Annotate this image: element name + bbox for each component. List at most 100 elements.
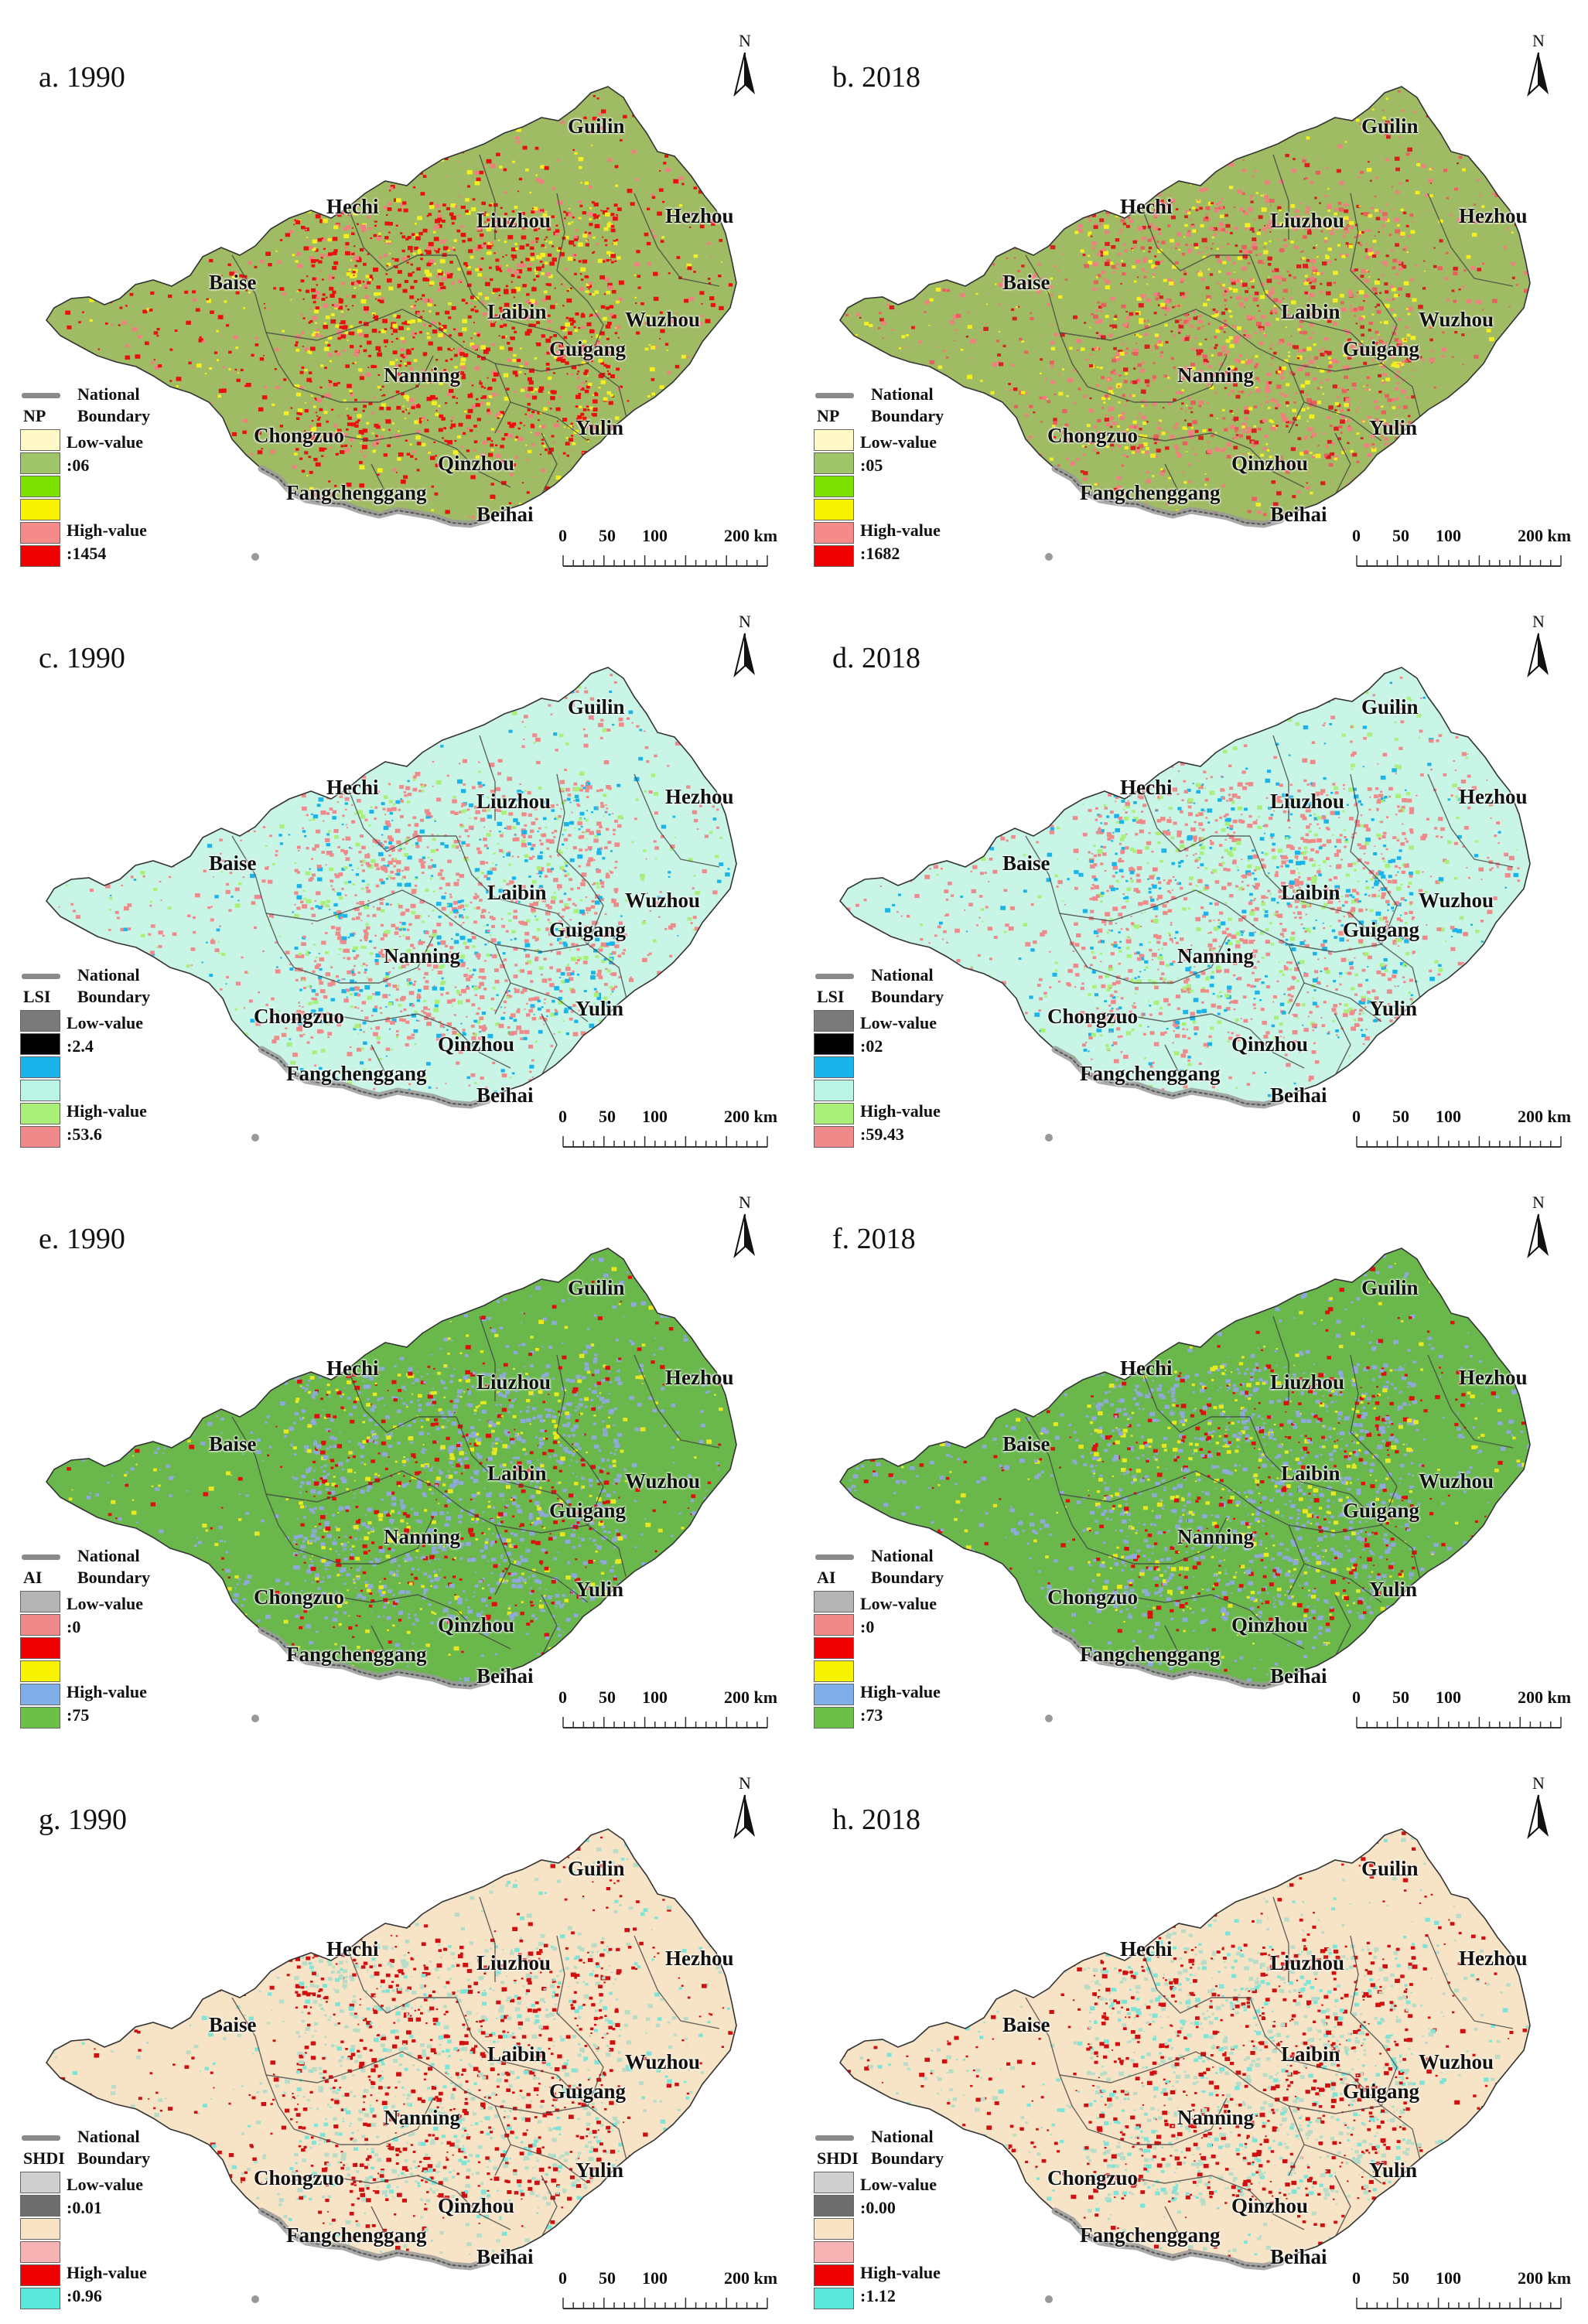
legend-swatch — [814, 2218, 854, 2240]
city-label-liuzhou: Liuzhou — [1270, 1951, 1344, 1975]
boundary-line-symbol — [815, 2135, 854, 2141]
city-label-beihai: Beihai — [1270, 1664, 1327, 1688]
city-label-hechi: Hechi — [1120, 1937, 1173, 1961]
island — [1045, 1715, 1053, 1722]
city-label-fangchenggang: Fangchenggang — [286, 481, 427, 505]
city-label-hezhou: Hezhou — [1459, 785, 1528, 809]
city-label-hechi: Hechi — [326, 1937, 379, 1961]
city-label-hezhou: Hezhou — [1459, 1366, 1528, 1390]
scale-label: 50 — [599, 1107, 616, 1127]
city-label-nanning: Nanning — [384, 2106, 460, 2130]
map-panel: g. 1990 Guilin Hechi Liuzhou Hezhou Baise Laib… — [0, 1742, 794, 2323]
province-map — [46, 667, 737, 1142]
map-panel: f. 2018 Guilin Hechi Liuzhou Hezhou Baise Laib… — [794, 1162, 1587, 1742]
index-name: AI — [817, 1568, 835, 1588]
scale-label: 200 km — [1518, 526, 1571, 546]
low-value: :0 — [860, 1617, 874, 1637]
city-label-guigang: Guigang — [1343, 1499, 1419, 1523]
island — [251, 1715, 259, 1722]
city-label-baise: Baise — [209, 2013, 257, 2037]
low-value-label: Low-value — [860, 1594, 937, 1614]
city-label-wuzhou: Wuzhou — [625, 889, 700, 913]
city-label-fangchenggang: Fangchenggang — [1080, 1643, 1221, 1667]
legend-swatch — [20, 545, 60, 567]
city-label-hechi: Hechi — [326, 1357, 379, 1380]
legend-swatch — [814, 2241, 854, 2263]
city-label-guilin: Guilin — [568, 1276, 625, 1300]
boundary-label: National — [77, 1546, 140, 1566]
city-label-qinzhou: Qinzhou — [1231, 2194, 1308, 2218]
city-label-nanning: Nanning — [1177, 944, 1254, 968]
legend-swatch — [20, 1126, 60, 1148]
city-label-yulin: Yulin — [575, 1578, 623, 1602]
prefecture-borders — [1025, 154, 1514, 496]
scale-label: 100 — [642, 1107, 668, 1127]
city-label-chongzuo: Chongzuo — [254, 1585, 344, 1609]
prefecture-borders — [231, 735, 720, 1077]
scale-label: 0 — [1352, 1688, 1361, 1708]
map-panel: c. 1990 Guilin Hechi Liuzhou Hezhou Baise Laib… — [0, 581, 794, 1162]
map-legend: National Boundary SHDI Low-value:0.01 High-v… — [19, 2125, 212, 2315]
city-label-guigang: Guigang — [549, 2080, 626, 2104]
scale-label: 0 — [558, 2268, 567, 2288]
legend-swatch — [20, 429, 60, 451]
city-label-hezhou: Hezhou — [1459, 204, 1528, 228]
city-label-baise: Baise — [1002, 2013, 1050, 2037]
high-value: :73 — [860, 1705, 883, 1725]
island — [251, 1134, 259, 1142]
boundary-line-symbol — [22, 974, 60, 979]
boundary-label-2: Boundary — [871, 2148, 944, 2169]
prefecture-borders — [231, 1316, 720, 1657]
low-value-label: Low-value — [860, 1013, 937, 1033]
index-name: LSI — [23, 987, 50, 1007]
city-label-nanning: Nanning — [1177, 2106, 1254, 2130]
city-label-guigang: Guigang — [549, 1499, 626, 1523]
prefecture-borders — [1025, 735, 1514, 1077]
legend-swatch — [20, 1033, 60, 1055]
city-label-qinzhou: Qinzhou — [1231, 1032, 1308, 1056]
boundary-label: National — [871, 1546, 934, 1566]
scale-label: 50 — [1392, 526, 1409, 546]
high-value: :1.12 — [860, 2286, 896, 2306]
index-name: AI — [23, 1568, 42, 1588]
panel-title: c. 1990 — [39, 641, 125, 675]
island — [1045, 2295, 1053, 2303]
legend-swatch — [20, 1707, 60, 1728]
svg-text:N: N — [739, 31, 751, 50]
city-label-yulin: Yulin — [1369, 2158, 1417, 2182]
legend-swatch — [20, 1614, 60, 1636]
prefecture-borders — [231, 154, 720, 496]
scale-label: 200 km — [1518, 2268, 1571, 2288]
map-legend: National Boundary AI Low-value:0 High-value:… — [19, 1544, 212, 1734]
map-legend: National Boundary LSI Low-value:2.4 High-val… — [19, 964, 212, 1153]
panel-title: a. 1990 — [39, 60, 125, 94]
scale-label: 200 km — [1518, 1688, 1571, 1708]
province-fill — [46, 87, 736, 524]
legend-swatch — [20, 2218, 60, 2240]
city-label-liuzhou: Liuzhou — [476, 790, 551, 814]
low-value-label: Low-value — [67, 2175, 143, 2195]
city-label-beihai: Beihai — [476, 2245, 534, 2269]
low-value: :0.01 — [67, 2198, 102, 2218]
city-label-hechi: Hechi — [326, 776, 379, 800]
panel-title: f. 2018 — [832, 1222, 916, 1256]
scale-bar: 0 50 100 200 km — [511, 1107, 781, 1161]
high-value-label: High-value — [860, 2263, 941, 2283]
city-label-laibin: Laibin — [1281, 300, 1340, 324]
city-label-liuzhou: Liuzhou — [1270, 209, 1344, 233]
scale-bar: 0 50 100 200 km — [1304, 1688, 1575, 1742]
legend-swatch — [814, 1056, 854, 1078]
city-label-qinzhou: Qinzhou — [438, 2194, 514, 2218]
scale-label: 100 — [1436, 2268, 1461, 2288]
city-label-baise: Baise — [209, 271, 257, 295]
scale-label: 0 — [1352, 1107, 1361, 1127]
high-value: :1454 — [67, 544, 106, 564]
city-label-fangchenggang: Fangchenggang — [286, 1643, 427, 1667]
province-map — [839, 667, 1531, 1142]
city-label-yulin: Yulin — [1369, 1578, 1417, 1602]
scale-label: 0 — [558, 1688, 567, 1708]
city-label-wuzhou: Wuzhou — [625, 2050, 700, 2074]
boundary-line-symbol — [815, 1554, 854, 1560]
north-arrow-icon: N — [1519, 31, 1558, 101]
legend-swatch — [814, 476, 854, 497]
